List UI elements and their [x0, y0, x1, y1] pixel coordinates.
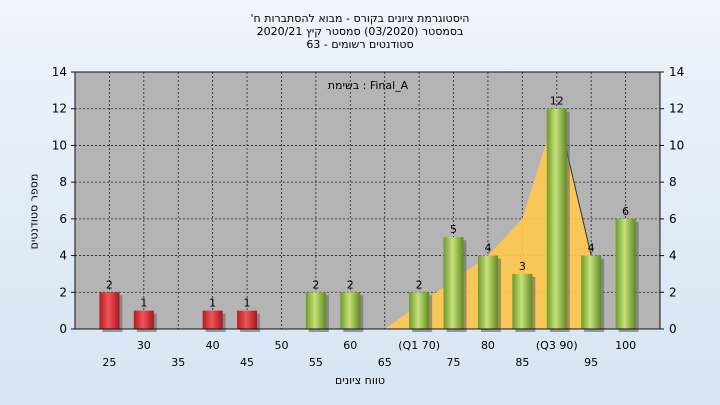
bar-value-label: 12	[550, 95, 564, 108]
x-tick-label: 100	[615, 339, 636, 352]
x-tick-label: (Q3 90)	[536, 339, 578, 352]
bar	[202, 310, 223, 329]
y-tick-label-left: 12	[52, 102, 67, 116]
bar	[237, 310, 258, 329]
x-tick-label: 55	[309, 356, 323, 369]
bar-value-label: 4	[588, 242, 595, 255]
x-tick-label: (Q1 70)	[398, 339, 440, 352]
y-tick-label-right: 8	[669, 175, 677, 189]
bar-value-label: 1	[209, 297, 216, 310]
plot-border	[74, 71, 661, 330]
y-tick-label-right: 12	[669, 102, 684, 116]
x-tick-label: 25	[102, 356, 116, 369]
x-tick-label: 75	[447, 356, 461, 369]
bar	[615, 218, 636, 329]
bar	[512, 273, 533, 329]
x-tick-label: 40	[206, 339, 220, 352]
bar	[133, 310, 154, 329]
bar	[99, 292, 120, 329]
y-tick-label-left: 2	[59, 285, 67, 299]
bar	[546, 108, 567, 329]
y-tick-label-right: 2	[669, 285, 677, 299]
y-tick-label-left: 0	[59, 322, 67, 336]
distribution-area	[384, 108, 592, 329]
chart-title-line-2: בסמסטר (03/2020) סמסטר קיץ 2020/21	[256, 25, 464, 38]
x-tick-label: 50	[274, 339, 288, 352]
x-tick-label: 80	[481, 339, 495, 352]
bar	[443, 237, 464, 329]
y-tick-label-right: 6	[669, 212, 677, 226]
y-tick-label-left: 14	[52, 65, 67, 79]
y-tick-label-right: 14	[669, 65, 684, 79]
bar	[409, 292, 430, 329]
x-tick-label: 35	[171, 356, 185, 369]
bar	[305, 292, 326, 329]
bar-value-label: 3	[519, 260, 526, 273]
x-axis-label: טווח ציונים	[335, 374, 385, 387]
chart-annotation: בשימת : Final_A	[328, 79, 409, 92]
x-tick-label: 95	[584, 356, 598, 369]
bar-value-label: 6	[622, 205, 629, 218]
bar-value-label: 2	[106, 278, 113, 291]
chart-title-line-3: סטודנטים רשומים - 63	[306, 38, 414, 51]
y-tick-label-left: 10	[52, 138, 67, 152]
x-tick-label: 60	[343, 339, 357, 352]
y-axis-label: מספר סטודנטים	[27, 173, 41, 250]
y-tick-label-right: 0	[669, 322, 677, 336]
bar-value-label: 2	[347, 278, 354, 291]
bar	[581, 255, 602, 329]
bar	[477, 255, 498, 329]
bar	[340, 292, 361, 329]
bar-value-label: 1	[140, 297, 147, 310]
bar-value-label: 2	[312, 278, 319, 291]
x-tick-label: 45	[240, 356, 254, 369]
bar-value-label: 4	[484, 242, 491, 255]
bars-layer	[99, 108, 639, 332]
y-tick-label-right: 4	[669, 249, 677, 263]
y-tick-label-left: 8	[59, 175, 67, 189]
bar-value-label: 1	[244, 297, 251, 310]
y-tick-label-left: 6	[59, 212, 67, 226]
x-tick-label: 65	[378, 356, 392, 369]
x-tick-label: 30	[137, 339, 151, 352]
chart-title-line-1: 'היסטוגרמת ציונים בקורס - מבוא להסתברות …	[250, 12, 470, 25]
bar-value-label: 2	[416, 278, 423, 291]
bar-value-label: 5	[450, 223, 457, 236]
y-tick-label-right: 10	[669, 138, 684, 152]
y-tick-label-left: 4	[59, 249, 67, 263]
x-tick-label: 85	[515, 356, 529, 369]
